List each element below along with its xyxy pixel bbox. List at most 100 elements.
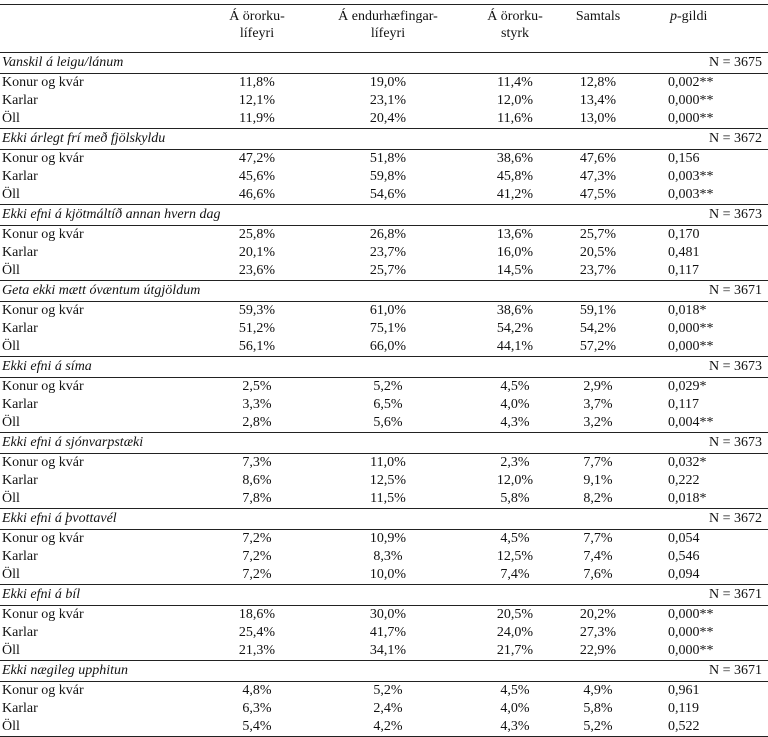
header-cell: p-gildi — [650, 4, 768, 53]
cell: 0,000** — [668, 111, 714, 126]
cell: 0,054 — [668, 531, 700, 546]
row-label: Konur og kvár — [2, 607, 84, 622]
cell: 47,5% — [579, 187, 617, 202]
cell: 61,0% — [369, 303, 407, 318]
cell: 0,002** — [668, 75, 714, 90]
page: Á örorku-lífeyri Á endurhæfingar-lífeyri Á… — [0, 4, 768, 737]
cell: 10,9% — [369, 531, 407, 546]
cell: 51,2% — [238, 321, 276, 336]
cell: 0,018* — [668, 303, 707, 318]
section-row: Geta ekki mætt óvæntum útgjöldum N = 3671 — [0, 280, 768, 302]
sample-size: N = 3671 — [650, 584, 768, 606]
cell: 0,481 — [668, 245, 700, 260]
cell: 5,8% — [500, 491, 530, 506]
cell: 2,9% — [583, 379, 613, 394]
sample-size: N = 3675 — [650, 52, 768, 74]
row-label: Öll — [2, 415, 20, 430]
cell: 0,018* — [668, 491, 707, 506]
data-row: Konur og kvár 25,8% 26,8% 13,6% 25,7% 0,170 — [0, 226, 768, 245]
cell: 0,094 — [668, 567, 700, 582]
cell: 13,6% — [496, 227, 534, 242]
sample-size: N = 3673 — [650, 356, 768, 378]
cell: 59,1% — [579, 303, 617, 318]
cell: 56,1% — [238, 339, 276, 354]
data-row: Konur og kvár 7,3% 11,0% 2,3% 7,7% 0,032* — [0, 454, 768, 473]
cell: 47,3% — [579, 169, 617, 184]
cell: 0,000** — [668, 607, 714, 622]
cell: 30,0% — [369, 607, 407, 622]
row-label: Öll — [0, 718, 222, 737]
results-table: Á örorku-lífeyri Á endurhæfingar-lífeyri Á… — [0, 4, 768, 737]
cell: 23,6% — [238, 263, 276, 278]
sample-size: N = 3673 — [650, 432, 768, 454]
cell: 2,3% — [500, 455, 530, 470]
section-row: Ekki árlegt frí með fjölskyldu N = 3672 — [0, 128, 768, 150]
cell: 16,0% — [496, 245, 534, 260]
data-row: Karlar 7,2% 8,3% 12,5% 7,4% 0,546 — [0, 548, 768, 566]
header-text: lífeyri — [370, 26, 406, 41]
section-title: Ekki efni á bíl — [0, 584, 650, 606]
cell: 7,8% — [242, 491, 272, 506]
cell: 20,5% — [496, 607, 534, 622]
table-header: Á örorku-lífeyri Á endurhæfingar-lífeyri Á… — [0, 4, 768, 53]
row-label: Karlar — [2, 93, 38, 108]
cell: 19,0% — [369, 75, 407, 90]
cell: 12,8% — [579, 75, 617, 90]
row-label: Öll — [2, 339, 20, 354]
row-label: Karlar — [2, 245, 38, 260]
section-row: Ekki efni á bíl N = 3671 — [0, 584, 768, 606]
row-label: Karlar — [2, 473, 38, 488]
data-row: Karlar 20,1% 23,7% 16,0% 20,5% 0,481 — [0, 244, 768, 262]
row-label: Karlar — [2, 701, 38, 716]
cell: 0,117 — [668, 263, 699, 278]
cell: 20,4% — [369, 111, 407, 126]
row-label: Öll — [2, 643, 20, 658]
cell: 25,4% — [238, 625, 276, 640]
cell: 25,7% — [369, 263, 407, 278]
cell: 0,032* — [668, 455, 707, 470]
cell: 5,8% — [583, 701, 613, 716]
cell: 13,4% — [579, 93, 617, 108]
data-row: Konur og kvár 11,8% 19,0% 11,4% 12,8% 0,002** — [0, 74, 768, 93]
cell: 13,0% — [579, 111, 617, 126]
cell: 5,6% — [373, 415, 403, 430]
data-row: Karlar 25,4% 41,7% 24,0% 27,3% 0,000** — [0, 624, 768, 642]
cell: 8,2% — [583, 491, 613, 506]
cell: 4,0% — [500, 397, 530, 412]
header-cell: Á örorku-styrk — [484, 4, 546, 53]
cell: 25,8% — [238, 227, 276, 242]
cell: 22,9% — [579, 643, 617, 658]
row-label: Konur og kvár — [2, 303, 84, 318]
cell: 5,2% — [373, 379, 403, 394]
sample-size: N = 3672 — [650, 128, 768, 150]
cell: 12,5% — [369, 473, 407, 488]
header-text: Á endurhæfingar- — [338, 9, 438, 24]
cell: 0,000** — [668, 93, 714, 108]
cell: 5,2% — [373, 683, 403, 698]
cell: 23,7% — [579, 263, 617, 278]
row-label: Karlar — [2, 321, 38, 336]
header-text: styrk — [501, 26, 529, 41]
cell: 4,5% — [500, 531, 530, 546]
section-row: Ekki efni á síma N = 3673 — [0, 356, 768, 378]
cell: 54,2% — [496, 321, 534, 336]
header-text: Á örorku- — [229, 9, 285, 24]
cell: 45,8% — [496, 169, 534, 184]
cell: 20,1% — [238, 245, 276, 260]
cell: 18,6% — [238, 607, 276, 622]
cell: 6,5% — [373, 397, 403, 412]
data-row: Karlar 45,6% 59,8% 45,8% 47,3% 0,003** — [0, 168, 768, 186]
row-label: Karlar — [2, 549, 38, 564]
cell: 0,961 — [668, 683, 700, 698]
cell: 66,0% — [369, 339, 407, 354]
section-title: Ekki efni á sjónvarpstæki — [0, 432, 650, 454]
header-cell: Samtals — [546, 4, 650, 53]
cell: 75,1% — [369, 321, 407, 336]
sample-size: N = 3671 — [650, 660, 768, 682]
row-label: Öll — [2, 567, 20, 582]
cell: 4,0% — [500, 701, 530, 716]
cell: 4,5% — [500, 683, 530, 698]
cell: 12,1% — [238, 93, 276, 108]
cell: 59,8% — [369, 169, 407, 184]
data-row: Öll 11,9% 20,4% 11,6% 13,0% 0,000** — [0, 110, 768, 129]
